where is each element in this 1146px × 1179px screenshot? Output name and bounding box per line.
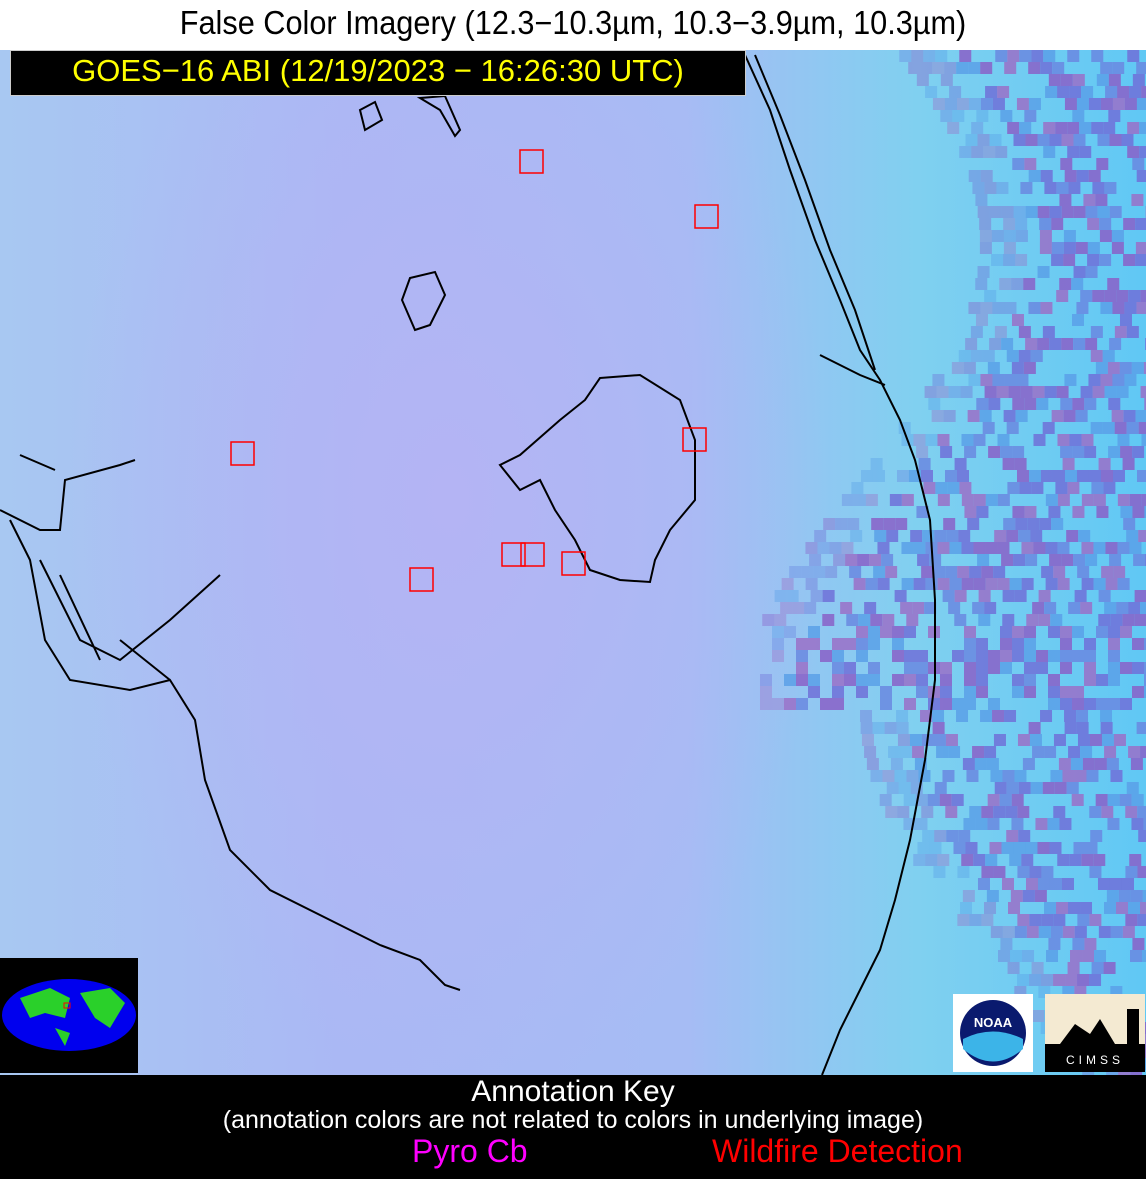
satellite-map (0, 50, 1146, 1075)
lake-okeechobee (498, 373, 696, 584)
key-pyrocb: Pyro Cb (412, 1133, 528, 1169)
east-coastline (744, 54, 936, 1075)
key-heading: Annotation Key (471, 1075, 675, 1108)
cimss-logo: CIMSS (1045, 994, 1145, 1072)
wildfire-detection-box (230, 441, 255, 466)
key-note: (annotation colors are not related to co… (222, 1106, 924, 1134)
annotation-key: Annotation Key (annotation colors are no… (0, 1075, 1146, 1179)
wildfire-detection-box (519, 149, 544, 174)
lake (400, 270, 447, 332)
west-coastline (0, 454, 461, 991)
svg-text:NOAA: NOAA (974, 1015, 1013, 1030)
wildfire-detection-box (409, 567, 434, 592)
globe-locator (0, 958, 138, 1073)
image-title: False Color Imagery (12.3−10.3µm, 10.3−3… (179, 4, 967, 41)
wildfire-detection-box (694, 204, 719, 229)
east-coastline-barrier (754, 54, 886, 386)
wildfire-detection-box (501, 542, 526, 567)
wildfire-detection-box (520, 542, 545, 567)
noaa-logo: NOAA (953, 994, 1033, 1072)
key-wildfire: Wildfire Detection (712, 1133, 963, 1169)
svg-text:CIMSS: CIMSS (1066, 1053, 1124, 1067)
lake-north (358, 94, 462, 138)
satellite-timestamp: GOES−16 ABI (12/19/2023 − 16:26:30 UTC) (10, 50, 746, 96)
map-overlay (0, 50, 1146, 1075)
coastlines (0, 54, 936, 1075)
wildfire-detection-box (561, 551, 586, 576)
wildfire-detection-box (682, 427, 707, 452)
